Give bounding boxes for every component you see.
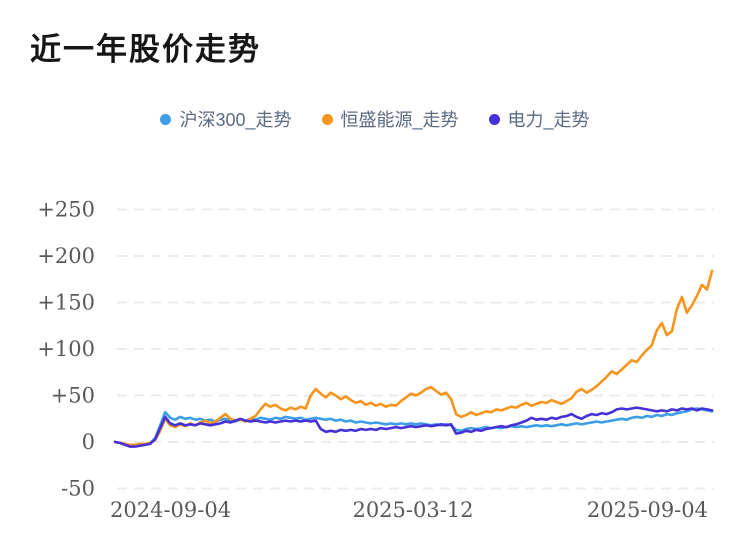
x-axis-tick-label: 2025-03-12 bbox=[352, 498, 473, 522]
y-axis-tick-label: +250 bbox=[37, 198, 95, 222]
legend-item-hushen300[interactable]: 沪深300_走势 bbox=[160, 106, 292, 132]
chart-legend: 沪深300_走势 恒盛能源_走势 电力_走势 bbox=[0, 106, 750, 132]
legend-item-dianli[interactable]: 电力_走势 bbox=[488, 106, 590, 132]
y-axis-tick-label: +200 bbox=[37, 244, 95, 268]
legend-dot-hengsheng-energy-icon bbox=[321, 113, 333, 125]
legend-label-dianli: 电力_走势 bbox=[507, 110, 590, 130]
legend-dot-dianli-icon bbox=[488, 113, 500, 125]
legend-label-hengsheng-energy: 恒盛能源_走势 bbox=[340, 110, 459, 130]
y-axis-tick-label: +50 bbox=[51, 384, 95, 408]
y-axis-tick-label: -50 bbox=[61, 477, 95, 501]
legend-item-hengsheng-energy[interactable]: 恒盛能源_走势 bbox=[321, 106, 459, 132]
series-line-恒盛能源_走势[interactable] bbox=[113, 269, 714, 447]
legend-label-hushen300: 沪深300_走势 bbox=[179, 110, 292, 130]
legend-dot-hushen300-icon bbox=[160, 113, 172, 125]
page-title: 近一年股价走势 bbox=[30, 32, 261, 67]
series-line-电力_走势[interactable] bbox=[113, 406, 714, 448]
y-axis-tick-label: 0 bbox=[82, 430, 95, 454]
x-axis-tick-label: 2024-09-04 bbox=[110, 498, 231, 522]
y-axis-tick-label: +150 bbox=[37, 291, 95, 315]
x-axis-tick-label: 2025-09-04 bbox=[587, 498, 708, 522]
y-axis-tick-label: +100 bbox=[37, 337, 95, 361]
